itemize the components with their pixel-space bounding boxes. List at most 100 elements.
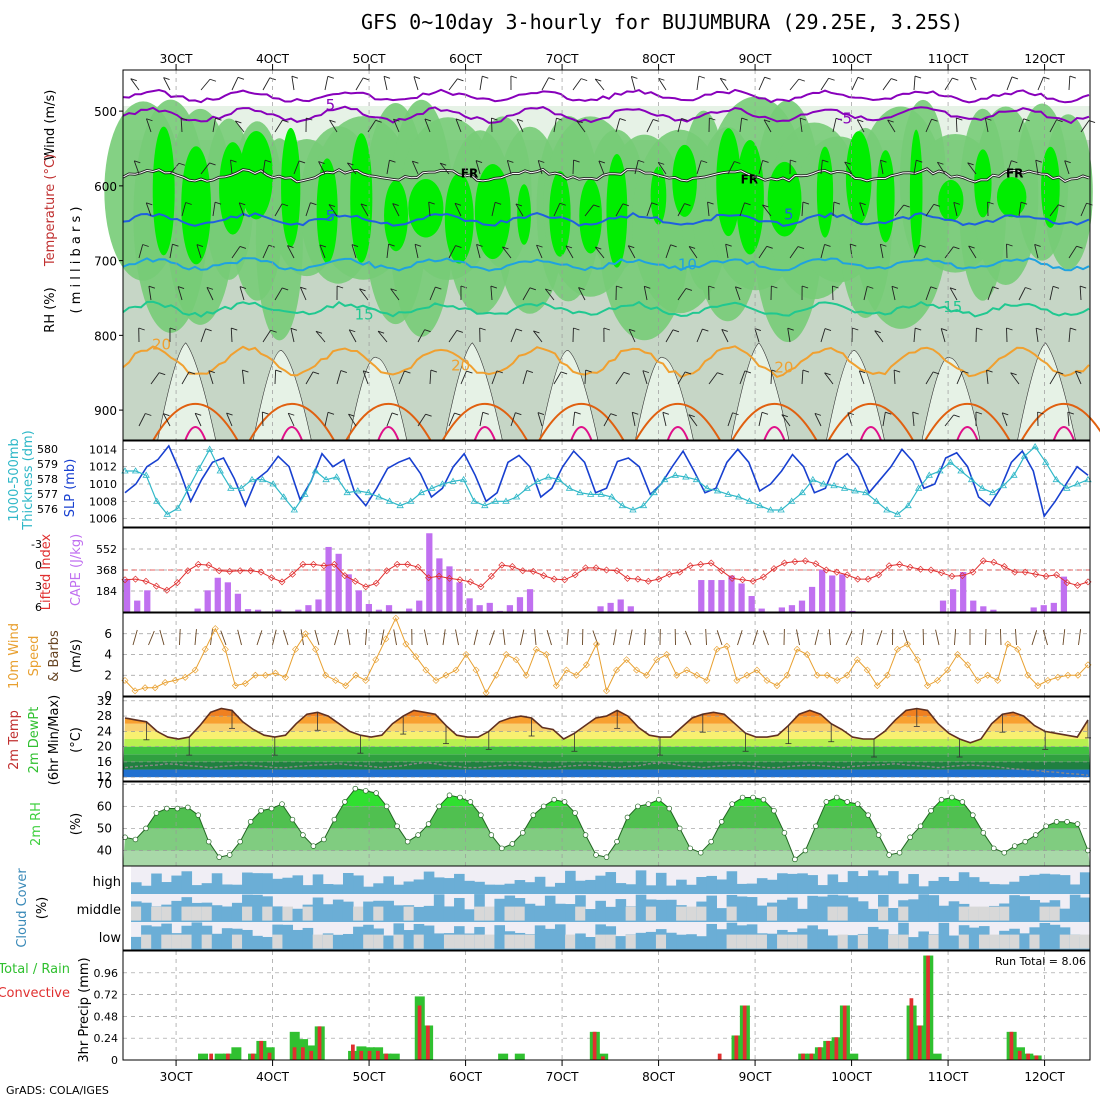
thickness-point xyxy=(787,497,796,504)
cape-bar xyxy=(849,610,856,612)
cloud-cover-cell xyxy=(575,933,586,950)
wind-barb xyxy=(739,370,746,385)
wind-barb-flag xyxy=(239,202,246,206)
precip-tick-label: 0.72 xyxy=(94,989,119,1002)
wind-barb-flag xyxy=(975,411,983,415)
cloud-cover-cell xyxy=(272,906,283,922)
cloud-cover-cell xyxy=(231,902,243,922)
wind-barb-flag xyxy=(392,203,399,206)
wind-barb-flag xyxy=(282,287,289,291)
wind-barb xyxy=(677,118,682,133)
wind-barb-flag xyxy=(390,288,397,292)
wind-barb-flag xyxy=(424,329,431,333)
temp-fill-group xyxy=(123,708,1090,778)
wind10m-barb xyxy=(1062,629,1066,646)
wind10m-speed-point xyxy=(151,684,159,692)
wind10m-barb xyxy=(148,630,155,646)
rh2m-point xyxy=(185,804,191,811)
thickness-point xyxy=(967,475,976,483)
contour-label: 5 xyxy=(784,205,794,223)
cloud-cover-cell xyxy=(332,884,344,894)
wind-barb xyxy=(708,372,718,385)
cloud-cover-cell xyxy=(595,875,606,894)
wind-barb-flag xyxy=(428,201,435,205)
wind-barb xyxy=(628,329,636,343)
wind-barb xyxy=(274,287,283,301)
wind-barb-flag xyxy=(290,327,298,331)
rh-saturated-area xyxy=(1041,146,1060,228)
ylabel-minmax: (6hr Min/Max) xyxy=(47,695,62,785)
cloud-cover-cell xyxy=(827,935,839,950)
cloud-cover-cell xyxy=(565,870,576,894)
wind-barb-flag xyxy=(744,370,752,374)
temp-contour-25 xyxy=(731,402,818,441)
precip-convective-bar xyxy=(909,998,914,1060)
wind10m-barb xyxy=(1031,630,1038,646)
pressure-tick-label: 800 xyxy=(94,329,117,343)
wind-barb xyxy=(913,160,917,175)
cloud-cover-cell xyxy=(131,882,142,894)
lifted-index-point xyxy=(205,561,213,569)
ylabel-cape: CAPE (J/kg) xyxy=(69,534,84,606)
lifted-index-point xyxy=(885,562,893,570)
thickness-point xyxy=(216,467,224,474)
wind-barb-flag xyxy=(603,327,611,331)
lifted-index-point xyxy=(1042,572,1050,580)
wind-barb-flag xyxy=(1058,204,1065,208)
cloud-cover-cell xyxy=(847,935,859,950)
rh2m-point xyxy=(1001,849,1008,856)
pressure-tick-label: 500 xyxy=(94,105,117,119)
wind-barb-flag xyxy=(560,371,568,375)
wind-barb xyxy=(944,77,953,91)
cloud-cover-cell xyxy=(706,923,717,950)
rh2m-tick-label: 70 xyxy=(97,777,112,791)
wind-barb xyxy=(801,370,804,385)
thickness-point xyxy=(618,501,627,509)
precip-convective-bar xyxy=(801,1053,805,1060)
wind-barb xyxy=(820,77,829,91)
rh2m-point xyxy=(258,807,264,814)
wind-barb xyxy=(130,78,140,91)
cape-bar xyxy=(1050,602,1057,612)
lifted-index-point xyxy=(1021,568,1029,576)
wind-barb xyxy=(133,160,140,175)
wind-barb-flag xyxy=(916,159,923,163)
lifted-index-point xyxy=(791,558,799,566)
rh2m-point xyxy=(1032,832,1039,838)
wind10m-barb xyxy=(613,629,617,646)
wind-barb-flag xyxy=(1034,243,1041,247)
wind10m-barb xyxy=(489,630,495,646)
wind-barb-flag xyxy=(413,76,421,80)
cape-bar xyxy=(234,593,242,612)
wind-barb-flag xyxy=(377,330,385,334)
cloud-gap-cell xyxy=(141,934,152,949)
cloud-cover-cell xyxy=(151,873,162,894)
wind-barb xyxy=(479,76,483,91)
thickness-point xyxy=(248,475,256,483)
cloud-cover-cell xyxy=(655,872,667,894)
ylabel-thickness: Thickness (dm) xyxy=(21,430,36,530)
wind10m-speed-point xyxy=(592,640,600,648)
wind-barb xyxy=(448,330,458,343)
wind-barb-flag xyxy=(762,160,769,163)
thickness-point xyxy=(629,506,637,513)
cloud-cover-cell xyxy=(716,929,728,950)
cloud-cover-cell xyxy=(262,873,273,894)
precip-tick-label: 0.24 xyxy=(94,1032,119,1045)
wind-barb xyxy=(646,119,654,133)
rh2m-point xyxy=(321,836,327,843)
wind-barb-flag xyxy=(764,76,771,80)
rh2m-point xyxy=(917,823,924,829)
wind10m-speed-point xyxy=(221,645,229,653)
wind-barb xyxy=(169,244,173,259)
wind-barb-flag xyxy=(824,328,832,332)
cloud-gap-cell xyxy=(151,906,162,921)
thickness-point xyxy=(280,493,288,500)
cloud-cover-cell xyxy=(484,884,495,894)
wind-barb xyxy=(1035,328,1039,343)
thickness-point xyxy=(258,475,267,483)
wind10m-speed-point xyxy=(623,656,631,664)
thickness-point xyxy=(343,488,351,496)
wind-barb-flag xyxy=(717,372,724,376)
